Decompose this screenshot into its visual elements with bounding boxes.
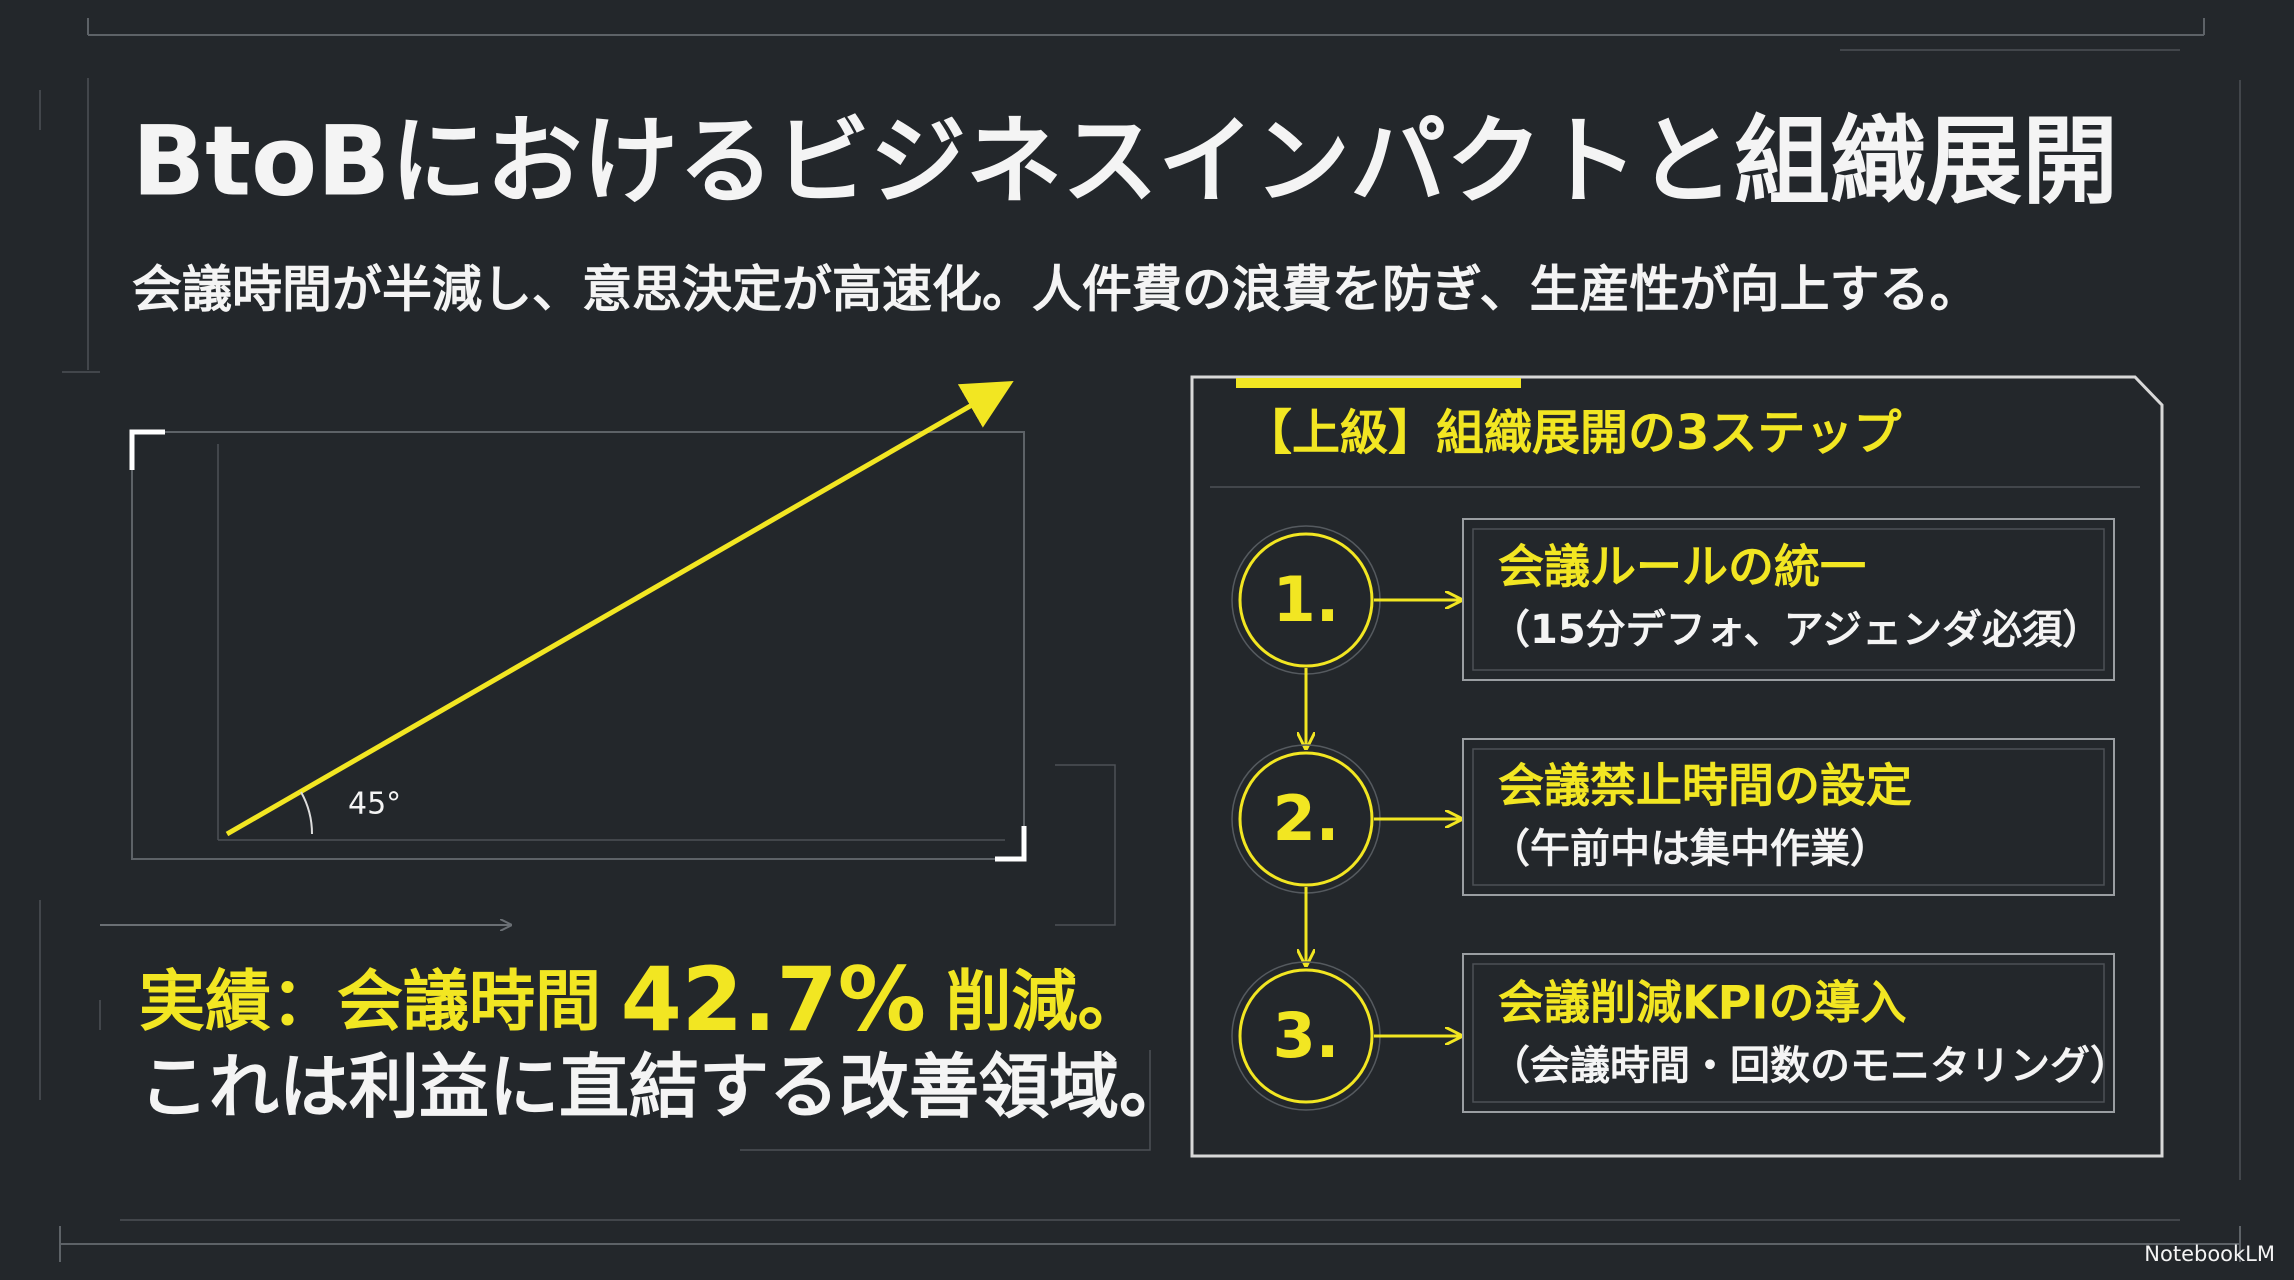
- result-line2: これは利益に直結する改善領域。: [139, 1046, 1189, 1128]
- step-title: 会議ルールの統一: [1498, 540, 1866, 594]
- step-circle: [1238, 968, 1374, 1104]
- step-box-inner: [1472, 963, 2105, 1103]
- step-detail: （午前中は集中作業）: [1490, 826, 1890, 872]
- step-box: [1462, 953, 2115, 1113]
- result-line: 実績：会議時間 42.7% 削減。: [139, 948, 1143, 1051]
- step-detail: （会議時間・回数のモニタリング）: [1490, 1043, 2130, 1089]
- footer-brand: NotebookLM: [2144, 1242, 2275, 1266]
- step-box: [1462, 738, 2115, 896]
- steps: 1. 会議ルールの統一 （15分デフォ、アジェンダ必須） 2. 会議禁止時間の設定 （午前…: [1231, 518, 2130, 1113]
- step-number: 3.: [1273, 999, 1340, 1072]
- step-title: 会議禁止時間の設定: [1498, 759, 1912, 813]
- blueprint-frame: [39, 18, 2241, 1262]
- result-prefix: 実績：会議時間: [139, 963, 601, 1040]
- result-figure: 42.7%: [621, 948, 926, 1051]
- steps-panel: [1190, 375, 2164, 1158]
- step-number: 2.: [1273, 782, 1340, 855]
- step-box: [1462, 518, 2115, 681]
- step-detail: （15分デフォ、アジェンダ必須）: [1490, 607, 2102, 653]
- step-circle: [1238, 532, 1374, 668]
- angle-label: 45°: [348, 787, 401, 822]
- panel-heading: 【上級】組織展開の3ステップ: [1244, 405, 1901, 461]
- step-box-inner: [1472, 528, 2105, 671]
- angle-diagram: [99, 381, 1151, 1151]
- step-circle: [1238, 751, 1374, 887]
- step-number: 1.: [1273, 563, 1340, 636]
- result-suffix: 削減。: [945, 963, 1143, 1040]
- title: BtoBにおけるビジネスインパクトと組織展開: [132, 105, 2118, 217]
- step-box-inner: [1472, 748, 2105, 886]
- step-title: 会議削減KPIの導入: [1498, 976, 1906, 1030]
- subtitle: 会議時間が半減し、意思決定が高速化。人件費の浪費を防ぎ、生産性が向上する。: [132, 261, 1980, 319]
